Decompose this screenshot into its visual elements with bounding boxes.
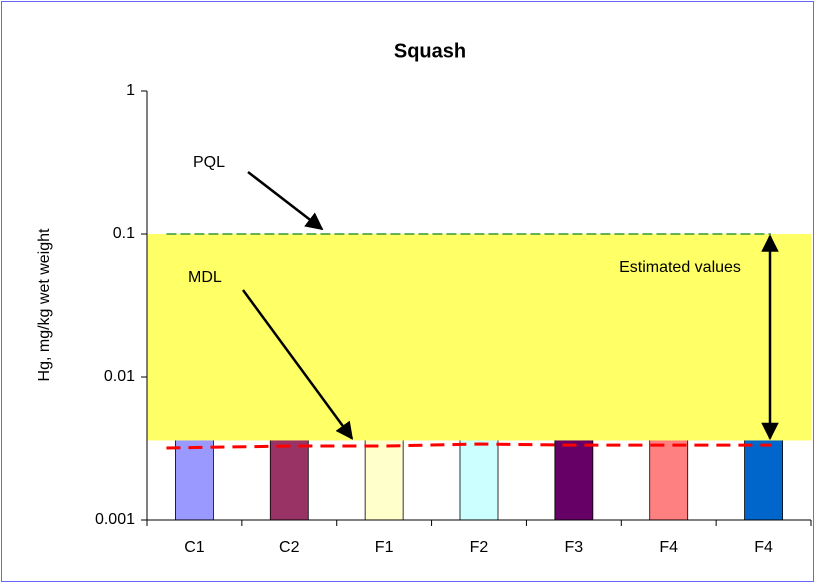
pql-arrow — [247, 171, 324, 231]
pql-label: PQL — [193, 154, 225, 171]
bar — [649, 433, 689, 521]
x-tick-label: F3 — [565, 539, 584, 556]
x-tick-label: F4 — [659, 539, 678, 556]
x-tick-label: C2 — [279, 539, 300, 556]
y-tick-label: 0.1 — [113, 225, 135, 242]
bar — [554, 433, 594, 521]
y-axis-label: Hg, mg/kg wet weight — [36, 228, 53, 382]
y-tick-label: 1 — [126, 82, 135, 99]
estimated-label: Estimated values — [619, 259, 741, 276]
x-tick-label: F2 — [470, 539, 489, 556]
y-tick-label: 0.001 — [95, 511, 135, 528]
mdl-label: MDL — [188, 269, 222, 286]
x-tick-label: F4 — [754, 539, 773, 556]
bar — [459, 433, 499, 521]
chart-title: Squash — [394, 40, 466, 62]
line-series — [166, 442, 771, 450]
x-tick-label: F1 — [375, 539, 394, 556]
estimated-band — [147, 234, 811, 441]
mdl-arrow — [241, 289, 354, 440]
x-tick-label: C1 — [184, 539, 205, 556]
y-tick-label: 0.01 — [104, 368, 135, 385]
bar — [364, 433, 404, 521]
bar — [744, 433, 783, 521]
